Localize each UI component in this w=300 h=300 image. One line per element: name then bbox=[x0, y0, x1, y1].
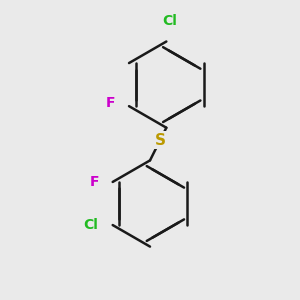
Text: Cl: Cl bbox=[83, 218, 98, 232]
Text: Cl: Cl bbox=[162, 14, 177, 28]
Text: F: F bbox=[90, 175, 99, 189]
Text: F: F bbox=[106, 96, 116, 110]
Text: S: S bbox=[154, 133, 166, 148]
